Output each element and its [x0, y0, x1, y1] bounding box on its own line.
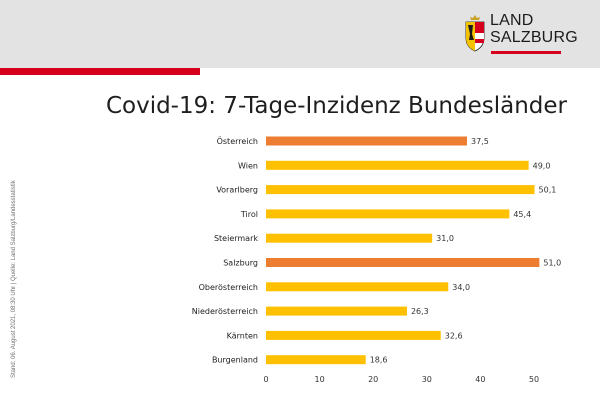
logo-line-2: SALZBURG — [490, 29, 578, 46]
logo-wordmark: LAND SALZBURG — [490, 12, 578, 46]
category-label-1: Wien — [238, 161, 258, 170]
x-tick-label-4: 40 — [475, 375, 485, 384]
header-accent-stripe — [0, 68, 200, 75]
logo-underline — [491, 51, 561, 54]
value-label-5: 51,0 — [543, 259, 561, 268]
bar-8 — [266, 330, 441, 340]
category-label-2: Vorarlberg — [216, 186, 258, 195]
bar-9 — [266, 355, 366, 365]
value-label-1: 49,0 — [533, 161, 551, 170]
land-salzburg-logo[interactable]: LAND SALZBURG — [464, 12, 584, 58]
bar-3 — [266, 209, 510, 219]
bar-7 — [266, 306, 407, 316]
x-tick-label-5: 50 — [529, 375, 539, 384]
bar-2 — [266, 185, 535, 195]
value-label-0: 37,5 — [471, 137, 489, 146]
bar-0 — [266, 136, 467, 146]
category-label-4: Steiermark — [214, 234, 258, 243]
header-bar — [0, 0, 600, 68]
logo-line-1: LAND — [490, 12, 534, 29]
category-label-7: Niederösterreich — [192, 307, 258, 316]
bar-1 — [266, 160, 529, 170]
value-label-3: 45,4 — [513, 210, 531, 219]
value-label-2: 50,1 — [539, 186, 557, 195]
category-label-3: Tirol — [240, 210, 258, 219]
value-label-8: 32,6 — [445, 331, 463, 340]
bar-6 — [266, 282, 449, 292]
category-label-8: Kärnten — [227, 331, 258, 340]
value-label-6: 34,0 — [452, 283, 470, 292]
x-tick-label-1: 10 — [315, 375, 325, 384]
value-label-9: 18,6 — [370, 356, 388, 365]
value-label-4: 31,0 — [436, 234, 454, 243]
bar-4 — [266, 233, 433, 243]
x-tick-label-2: 20 — [368, 375, 378, 384]
value-label-7: 26,3 — [411, 307, 429, 316]
coat-of-arms-icon — [465, 15, 485, 52]
category-label-5: Salzburg — [223, 259, 258, 268]
x-tick-label-0: 0 — [263, 375, 268, 384]
category-label-6: Oberösterreich — [199, 283, 258, 292]
chart-title: Covid-19: 7-Tage-Inzidenz Bundesländer — [105, 93, 567, 119]
category-label-0: Österreich — [217, 136, 258, 146]
category-label-9: Burgenland — [212, 356, 258, 365]
bar-5 — [266, 258, 540, 267]
x-tick-label-3: 30 — [422, 375, 432, 384]
